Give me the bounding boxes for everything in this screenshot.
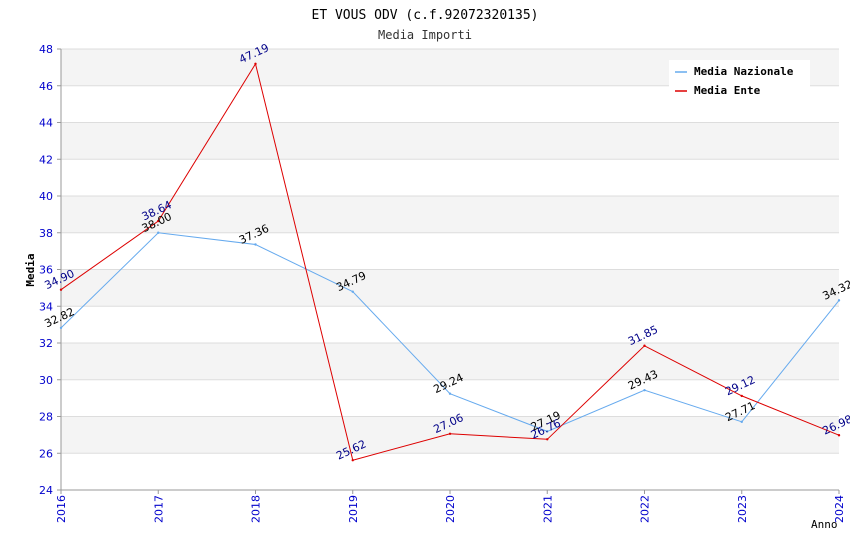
series-lines bbox=[59, 62, 841, 462]
y-tick-label: 32 bbox=[39, 337, 53, 350]
data-point bbox=[837, 434, 841, 437]
data-point bbox=[837, 299, 841, 302]
x-tick-label: 2019 bbox=[347, 495, 360, 523]
x-tick-label: 2018 bbox=[250, 495, 263, 523]
y-tick-label: 36 bbox=[39, 264, 53, 277]
x-axis-ticks: 2016 2017 2018 2019 2020 2021 2022 2023 2024 bbox=[55, 490, 846, 523]
y-tick-label: 38 bbox=[39, 227, 53, 240]
x-tick-label: 2016 bbox=[55, 495, 68, 523]
x-tick-label: 2017 bbox=[152, 495, 165, 523]
x-tick-label: 2021 bbox=[541, 495, 554, 523]
data-point bbox=[448, 432, 452, 435]
data-point bbox=[59, 288, 63, 291]
x-tick-label: 2023 bbox=[736, 495, 749, 523]
y-tick-label: 44 bbox=[39, 117, 53, 130]
chart-title: ET VOUS ODV (c.f.92072320135) bbox=[312, 8, 539, 23]
grid-band bbox=[61, 343, 839, 380]
legend-box bbox=[669, 60, 810, 100]
y-tick-label: 42 bbox=[39, 153, 53, 166]
legend-label-media-ente: Media Ente bbox=[694, 84, 761, 97]
y-axis-ticks: 24 26 28 30 32 34 36 38 40 42 44 46 48 bbox=[39, 43, 61, 497]
data-point bbox=[643, 344, 646, 347]
y-tick-label: 46 bbox=[39, 80, 53, 93]
y-tick-label: 30 bbox=[39, 374, 53, 387]
data-point bbox=[157, 231, 160, 234]
data-point bbox=[546, 430, 549, 433]
y-tick-label: 28 bbox=[39, 411, 53, 424]
legend: Media Nazionale Media Ente bbox=[669, 60, 810, 100]
data-point bbox=[740, 420, 743, 424]
y-axis-label: Media bbox=[24, 253, 37, 286]
x-tick-label: 2022 bbox=[639, 495, 652, 523]
y-tick-label: 40 bbox=[39, 190, 53, 203]
y-tick-label: 34 bbox=[39, 300, 53, 313]
x-tick-label: 2020 bbox=[444, 495, 457, 523]
data-point bbox=[157, 219, 160, 223]
chart-subtitle: Media Importi bbox=[378, 28, 472, 42]
data-point bbox=[546, 438, 549, 441]
y-tick-label: 48 bbox=[39, 43, 53, 56]
grid-band bbox=[61, 269, 839, 307]
data-point bbox=[351, 459, 354, 462]
grid-band bbox=[61, 122, 839, 160]
data-point bbox=[59, 326, 63, 330]
y-tick-label: 26 bbox=[39, 447, 53, 460]
x-tick-label: 2024 bbox=[833, 495, 846, 523]
data-point bbox=[254, 62, 257, 66]
y-tick-label: 24 bbox=[39, 484, 53, 497]
data-point bbox=[643, 389, 646, 392]
x-axis-label: Anno bbox=[811, 518, 838, 531]
legend-label-media-nazionale: Media Nazionale bbox=[694, 65, 794, 78]
grid-band bbox=[61, 196, 839, 233]
data-point bbox=[448, 392, 452, 395]
data-point bbox=[740, 394, 743, 398]
data-point bbox=[351, 290, 354, 293]
data-point bbox=[254, 243, 257, 246]
